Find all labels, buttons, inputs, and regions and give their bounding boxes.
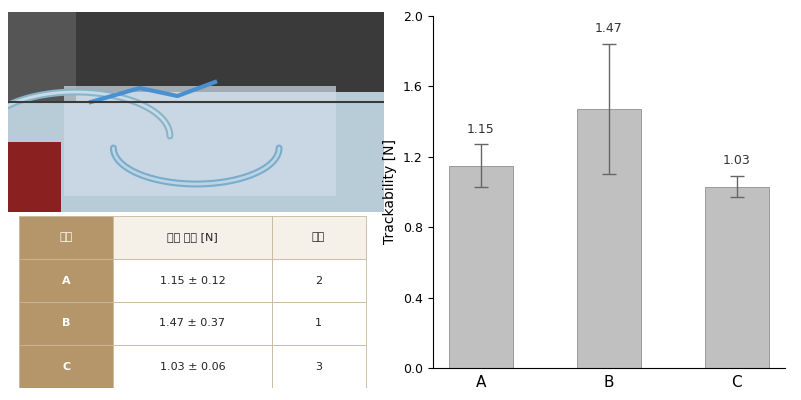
Text: B: B — [62, 318, 70, 328]
Bar — [8, 12, 76, 102]
Bar — [272, 259, 365, 302]
Bar — [19, 259, 114, 302]
Bar — [64, 86, 336, 196]
Bar — [114, 259, 272, 302]
Bar — [8, 142, 61, 212]
Text: 1: 1 — [315, 318, 322, 328]
Text: 점수: 점수 — [312, 232, 325, 242]
Bar — [19, 216, 114, 259]
Text: 최대 하중 [N]: 최대 하중 [N] — [167, 232, 218, 242]
Bar — [114, 345, 272, 388]
Text: 그룹: 그룹 — [60, 232, 73, 242]
Text: 3: 3 — [315, 362, 322, 372]
Bar — [449, 166, 513, 368]
Text: 1.15 ± 0.12: 1.15 ± 0.12 — [159, 276, 225, 286]
Bar — [577, 109, 641, 368]
Text: 2: 2 — [315, 276, 322, 286]
Y-axis label: Trackability [N]: Trackability [N] — [383, 140, 397, 244]
Bar — [114, 302, 272, 345]
Bar — [705, 187, 769, 368]
Bar — [272, 302, 365, 345]
Text: 1.15: 1.15 — [467, 123, 494, 136]
Bar — [8, 12, 384, 92]
Text: 1.47 ± 0.37: 1.47 ± 0.37 — [159, 318, 225, 328]
Bar — [19, 345, 114, 388]
Bar — [272, 345, 365, 388]
Text: 1.47: 1.47 — [595, 22, 622, 35]
Text: C: C — [62, 362, 70, 372]
Text: 1.03: 1.03 — [723, 154, 751, 167]
Bar — [114, 216, 272, 259]
Text: 1.03 ± 0.06: 1.03 ± 0.06 — [159, 362, 225, 372]
Bar — [272, 216, 365, 259]
Bar — [19, 302, 114, 345]
Bar — [8, 92, 384, 212]
Text: A: A — [62, 276, 70, 286]
